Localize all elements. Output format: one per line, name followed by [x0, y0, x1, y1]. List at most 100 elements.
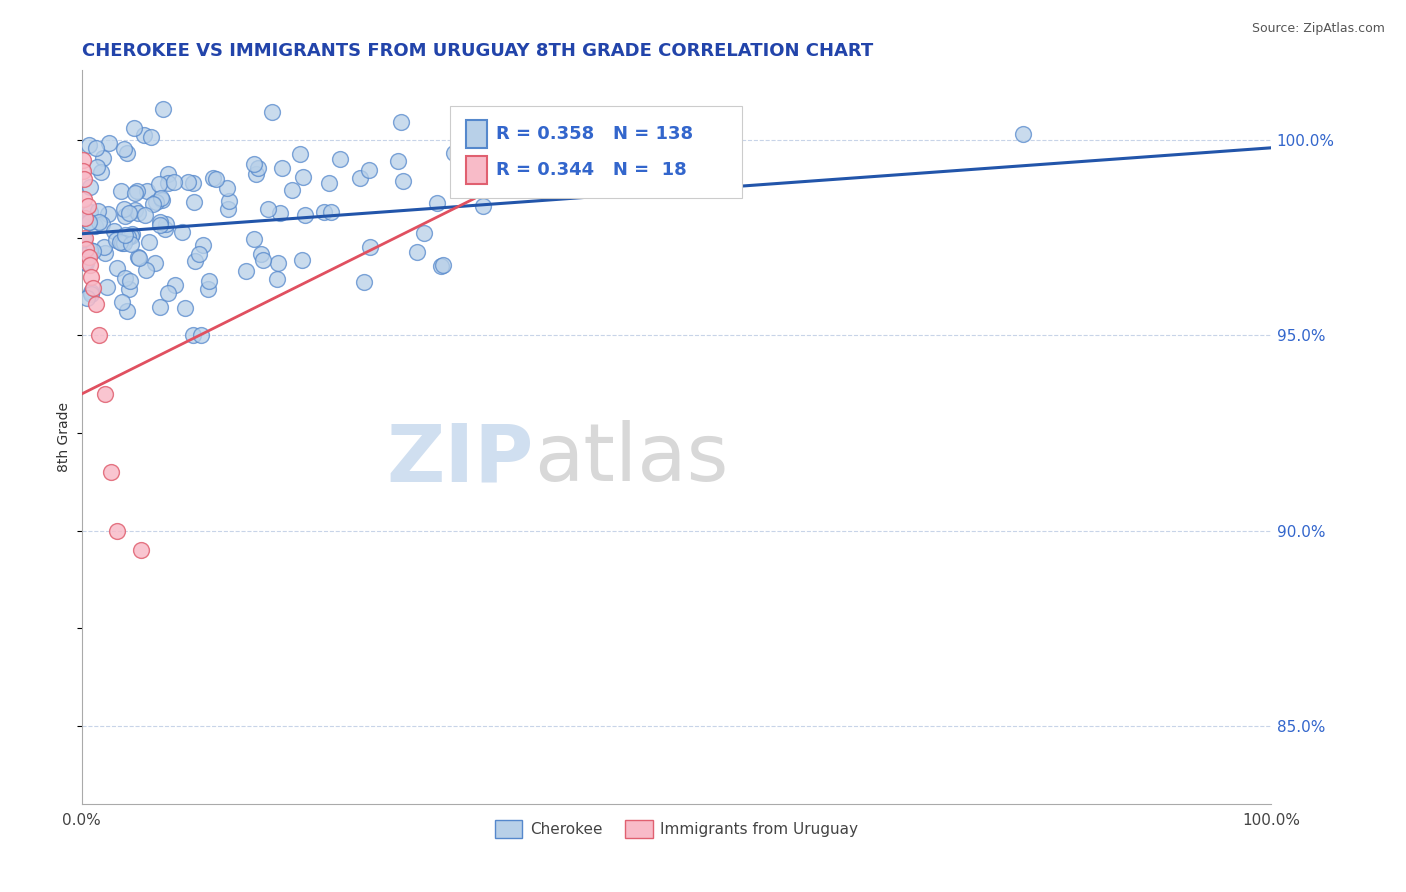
- Point: [150, 193, 173, 207]
- Point: [129, 543, 152, 558]
- Point: [218, 194, 240, 208]
- Point: [149, 300, 172, 314]
- FancyBboxPatch shape: [465, 120, 488, 148]
- Point: [432, 259, 454, 273]
- Text: CHEROKEE VS IMMIGRANTS FROM URUGUAY 8TH GRADE CORRELATION CHART: CHEROKEE VS IMMIGRANTS FROM URUGUAY 8TH …: [82, 42, 873, 60]
- Text: R = 0.344   N =  18: R = 0.344 N = 18: [495, 161, 686, 178]
- Point: [72, 153, 94, 167]
- Text: ZIP: ZIP: [387, 420, 534, 498]
- Point: [115, 303, 138, 318]
- Text: atlas: atlas: [534, 420, 728, 498]
- Point: [359, 163, 381, 178]
- Point: [443, 145, 465, 160]
- Point: [104, 233, 127, 247]
- Point: [80, 269, 103, 284]
- Point: [294, 209, 316, 223]
- Point: [91, 151, 114, 165]
- Point: [105, 260, 128, 275]
- Point: [132, 128, 155, 143]
- Y-axis label: 8th Grade: 8th Grade: [58, 402, 72, 472]
- Point: [114, 228, 136, 243]
- FancyBboxPatch shape: [465, 155, 488, 184]
- Point: [77, 137, 100, 152]
- Point: [429, 260, 451, 274]
- Point: [87, 214, 110, 228]
- Point: [392, 173, 415, 187]
- Point: [73, 192, 96, 206]
- Point: [79, 258, 101, 272]
- Point: [468, 133, 491, 147]
- Point: [118, 283, 141, 297]
- Point: [77, 215, 100, 229]
- Point: [312, 204, 335, 219]
- Point: [83, 219, 105, 233]
- Point: [349, 171, 371, 186]
- Point: [204, 171, 226, 186]
- Point: [183, 194, 205, 209]
- Point: [105, 524, 128, 538]
- Point: [110, 184, 132, 198]
- Point: [292, 170, 315, 185]
- Point: [75, 255, 97, 269]
- Point: [76, 199, 98, 213]
- Point: [319, 204, 342, 219]
- Point: [93, 240, 115, 254]
- Point: [111, 236, 134, 251]
- Point: [291, 253, 314, 268]
- Point: [115, 145, 138, 160]
- Legend: Cherokee, Immigrants from Uruguay: Cherokee, Immigrants from Uruguay: [488, 814, 865, 845]
- Point: [250, 246, 273, 260]
- Point: [201, 171, 224, 186]
- Point: [79, 215, 101, 229]
- Point: [156, 167, 179, 181]
- Point: [125, 184, 148, 198]
- Point: [257, 202, 280, 217]
- Point: [124, 202, 146, 217]
- Point: [84, 297, 107, 311]
- Point: [149, 218, 172, 232]
- Point: [188, 247, 211, 261]
- Point: [267, 256, 290, 270]
- Point: [148, 177, 170, 191]
- Point: [143, 256, 166, 270]
- Point: [72, 233, 94, 247]
- Point: [245, 167, 267, 181]
- Point: [288, 147, 311, 161]
- Point: [108, 235, 131, 249]
- Point: [120, 228, 142, 243]
- Point: [77, 250, 100, 264]
- Point: [215, 180, 238, 194]
- Point: [156, 177, 179, 191]
- Point: [281, 183, 304, 197]
- Point: [181, 176, 204, 190]
- Point: [120, 274, 142, 288]
- Point: [124, 186, 146, 201]
- Point: [391, 115, 413, 129]
- Point: [142, 196, 165, 211]
- Point: [73, 232, 96, 246]
- Point: [426, 195, 449, 210]
- Point: [217, 202, 239, 216]
- Point: [247, 161, 270, 176]
- Point: [90, 165, 112, 179]
- Point: [155, 222, 177, 236]
- Point: [127, 206, 149, 220]
- Point: [243, 157, 266, 171]
- Point: [243, 232, 266, 246]
- Point: [165, 277, 187, 292]
- Point: [80, 286, 103, 301]
- Point: [471, 199, 494, 213]
- Point: [491, 140, 513, 154]
- Point: [141, 130, 163, 145]
- Point: [353, 275, 375, 289]
- Point: [75, 243, 97, 257]
- Point: [405, 245, 427, 260]
- Point: [145, 195, 167, 210]
- Point: [156, 286, 179, 301]
- Point: [94, 246, 117, 260]
- Point: [73, 172, 96, 186]
- Point: [190, 328, 212, 343]
- Point: [252, 253, 274, 268]
- Point: [135, 184, 157, 198]
- Point: [82, 244, 104, 258]
